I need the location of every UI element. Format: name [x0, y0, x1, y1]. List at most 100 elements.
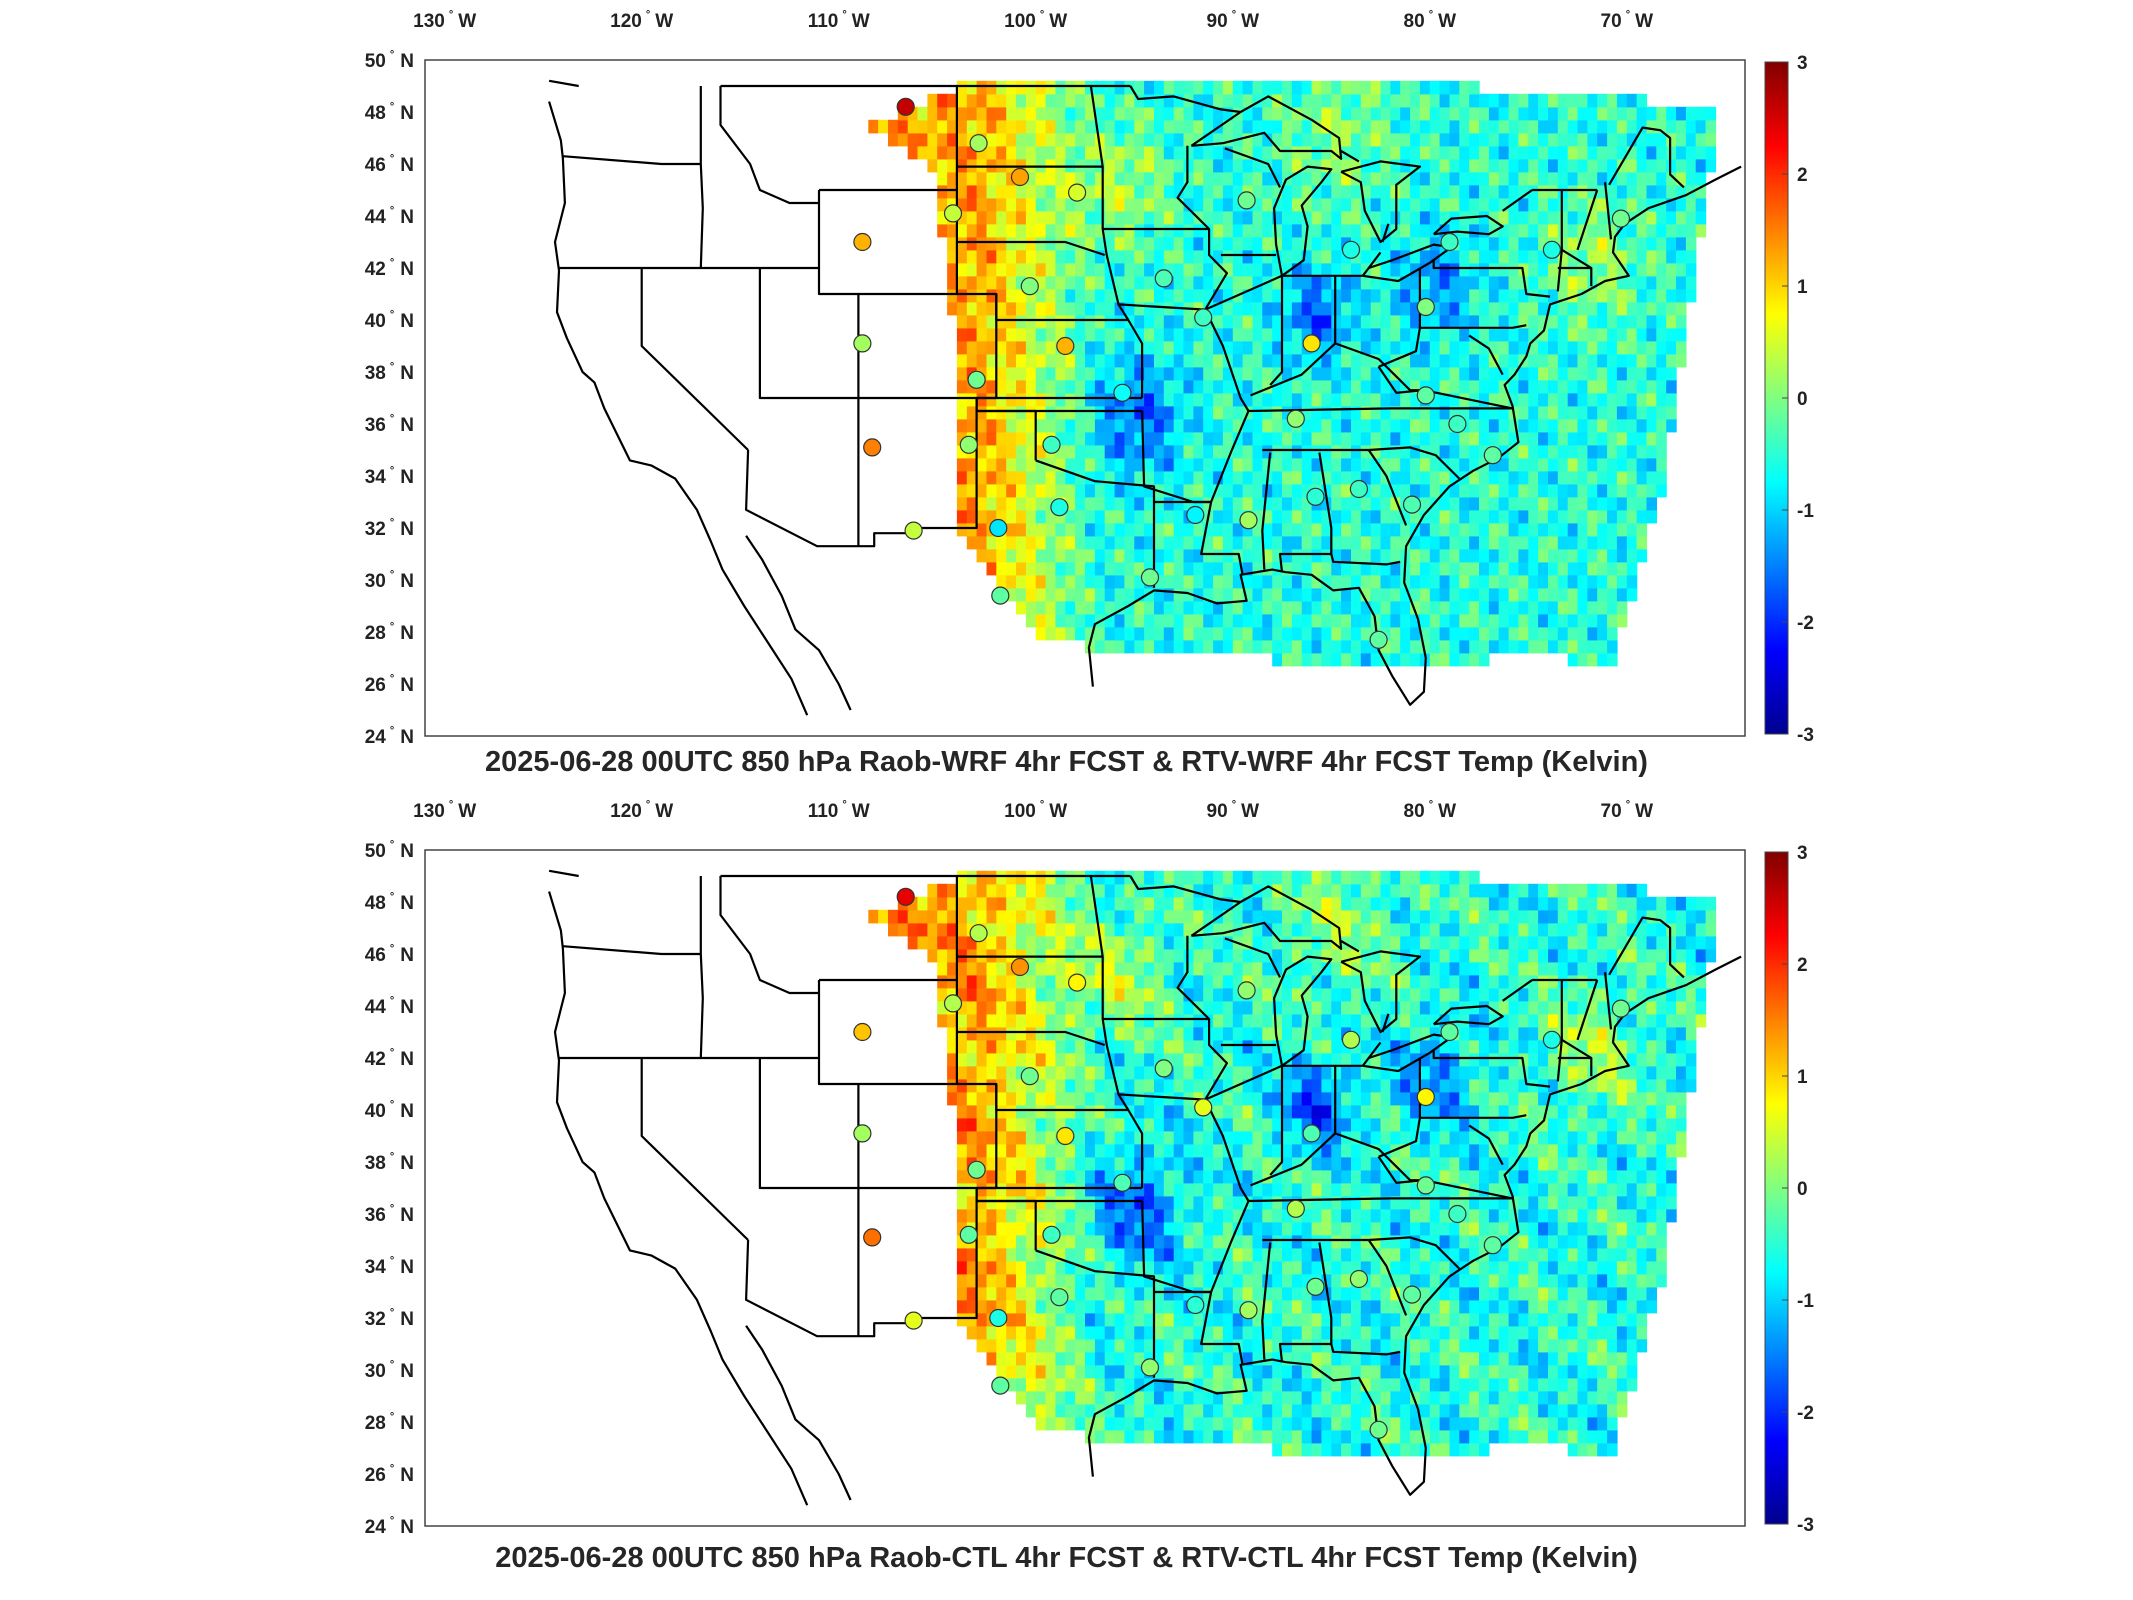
field-cell	[1488, 457, 1500, 472]
field-cell	[1045, 405, 1057, 420]
field-cell	[1016, 379, 1027, 394]
field-cell	[1695, 184, 1707, 199]
field-cell	[1075, 93, 1086, 108]
field-cell	[1114, 535, 1126, 550]
field-cell	[1262, 483, 1273, 498]
field-cell	[1232, 379, 1244, 394]
field-cell	[1232, 626, 1244, 641]
field-cell	[1173, 275, 1185, 290]
field-cell	[1567, 1286, 1579, 1301]
field-cell	[1488, 327, 1500, 342]
field-cell	[1390, 431, 1401, 446]
field-cell	[1380, 197, 1391, 212]
field-cell	[1538, 353, 1549, 368]
field-cell	[1488, 249, 1500, 264]
field-cell	[1193, 158, 1204, 173]
field-cell	[1459, 587, 1470, 602]
field-cell	[1134, 314, 1145, 329]
field-cell	[1646, 145, 1657, 160]
field-cell	[1321, 275, 1332, 290]
field-cell	[1528, 1195, 1539, 1210]
field-cell	[1351, 1169, 1362, 1184]
field-cell	[1203, 171, 1214, 186]
field-cell	[1626, 535, 1638, 550]
field-cell	[1646, 119, 1657, 134]
field-cell	[1114, 93, 1126, 108]
field-cell	[1144, 1403, 1155, 1418]
field-cell	[1154, 626, 1165, 641]
field-cell	[1055, 626, 1066, 641]
field-cell	[1104, 613, 1116, 628]
field-cell	[1410, 93, 1421, 108]
field-cell	[1203, 340, 1214, 355]
field-cell	[1479, 223, 1490, 238]
field-cell	[1006, 223, 1017, 238]
field-cell	[966, 262, 978, 277]
field-cell	[1272, 1403, 1283, 1418]
field-cell	[1410, 1208, 1421, 1223]
field-cell	[1331, 1429, 1342, 1444]
field-cell	[1262, 197, 1273, 212]
field-cell	[1232, 314, 1244, 329]
field-cell	[1449, 1195, 1460, 1210]
field-cell	[1646, 158, 1657, 173]
field-cell	[1479, 613, 1490, 628]
field-cell	[1488, 548, 1500, 563]
field-cell	[1222, 197, 1234, 212]
field-cell	[1538, 613, 1549, 628]
great-lake-outline	[1190, 95, 1343, 160]
field-cell	[1636, 340, 1648, 355]
field-cell	[1528, 158, 1539, 173]
field-cell	[1419, 210, 1431, 225]
field-cell	[1676, 314, 1687, 329]
field-cell	[996, 223, 1007, 238]
field-cell	[1144, 626, 1155, 641]
field-cell	[1656, 145, 1667, 160]
field-cell	[1094, 80, 1106, 95]
field-cell	[1616, 1156, 1628, 1171]
field-cell	[1577, 457, 1588, 472]
field-cell	[1705, 158, 1717, 173]
field-cell	[1085, 223, 1096, 238]
field-cell	[1597, 145, 1608, 160]
field-cell	[1134, 470, 1145, 485]
field-cell	[1607, 301, 1618, 316]
field-cell	[1104, 1403, 1116, 1418]
field-cell	[1508, 418, 1520, 433]
field-cell	[1134, 223, 1145, 238]
field-cell	[1134, 106, 1145, 121]
field-cell	[1321, 379, 1332, 394]
field-cell	[1538, 1286, 1549, 1301]
field-cell	[1134, 509, 1145, 524]
field-cell	[996, 379, 1007, 394]
field-cell	[1144, 327, 1155, 342]
field-cell	[976, 1286, 988, 1301]
field-cell	[1518, 1208, 1529, 1223]
field-cell	[1016, 509, 1027, 524]
field-cell	[1311, 262, 1323, 277]
raob-station-marker	[1440, 232, 1459, 252]
field-cell	[1163, 1338, 1175, 1353]
field-cell	[1163, 600, 1175, 615]
field-cell	[1154, 1312, 1165, 1327]
field-cell	[1390, 509, 1401, 524]
field-cell	[1341, 639, 1352, 654]
field-cell	[996, 509, 1007, 524]
field-cell	[1341, 158, 1352, 173]
field-cell	[1616, 327, 1628, 342]
field-cell	[1498, 236, 1510, 251]
field-cell	[1341, 600, 1352, 615]
field-cell	[1163, 1234, 1175, 1249]
field-cell	[1055, 145, 1066, 160]
field-cell	[1321, 574, 1332, 589]
field-cell	[1607, 223, 1618, 238]
field-cell	[1597, 1221, 1608, 1236]
field-cell	[1548, 1286, 1559, 1301]
field-cell	[1577, 1325, 1588, 1340]
field-cell	[1272, 275, 1283, 290]
field-cell	[1134, 1208, 1145, 1223]
field-cell	[1498, 1286, 1510, 1301]
field-cell	[1419, 1260, 1431, 1275]
field-cell	[1252, 1338, 1263, 1353]
field-cell	[1666, 379, 1677, 394]
